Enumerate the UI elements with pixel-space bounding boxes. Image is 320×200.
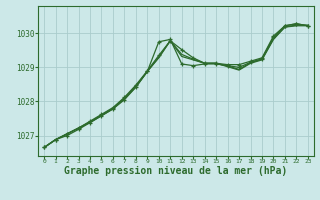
X-axis label: Graphe pression niveau de la mer (hPa): Graphe pression niveau de la mer (hPa) [64, 166, 288, 176]
